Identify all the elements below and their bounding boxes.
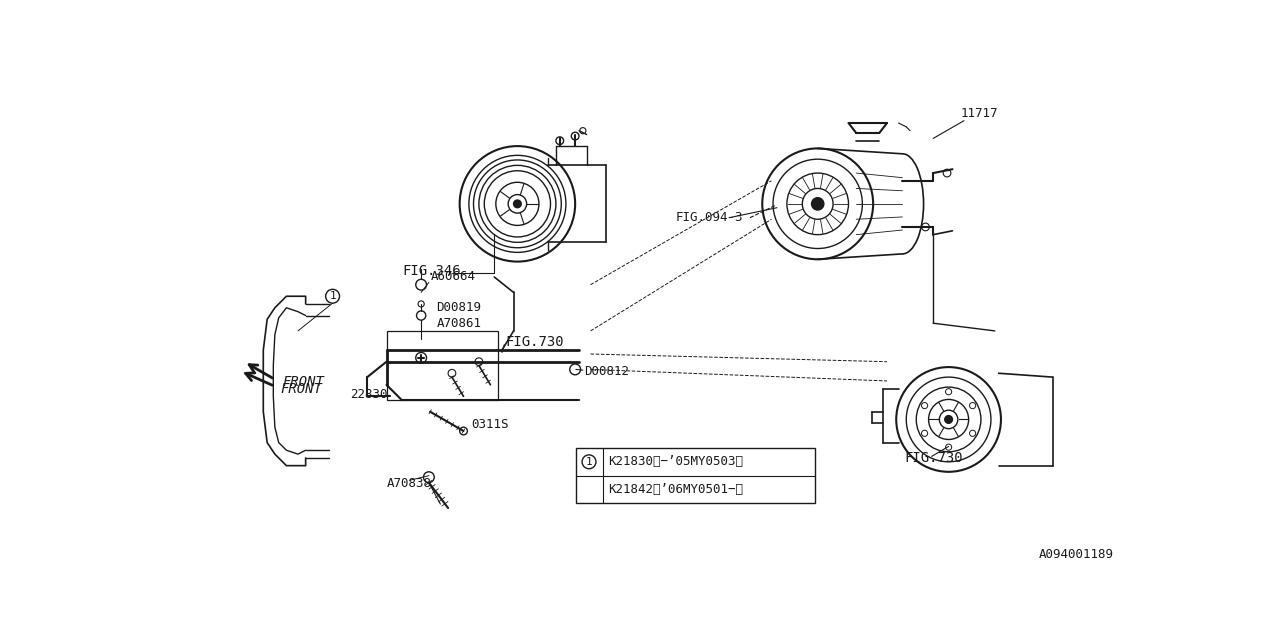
Text: K21830（−’05MY0503）: K21830（−’05MY0503）: [608, 455, 744, 468]
Text: 0311S: 0311S: [471, 419, 508, 431]
Text: FRONT: FRONT: [280, 381, 323, 396]
Circle shape: [812, 198, 824, 210]
Text: A70861: A70861: [436, 317, 481, 330]
Text: 1: 1: [586, 457, 593, 467]
Text: FIG.730: FIG.730: [905, 451, 964, 465]
Text: 11717: 11717: [960, 108, 997, 120]
Text: FRONT: FRONT: [283, 375, 324, 388]
Text: A70838: A70838: [387, 477, 431, 490]
Text: 22830: 22830: [351, 388, 388, 401]
Circle shape: [513, 200, 521, 208]
Circle shape: [945, 415, 952, 423]
Text: A60664: A60664: [430, 271, 475, 284]
Text: D00819: D00819: [436, 301, 481, 314]
Text: D00812: D00812: [585, 365, 630, 378]
Bar: [576, 448, 814, 504]
Bar: [387, 331, 498, 400]
Text: FIG.094-3: FIG.094-3: [676, 211, 744, 224]
Text: FIG.346: FIG.346: [402, 264, 461, 278]
Text: 1: 1: [329, 291, 335, 301]
Text: K21842（’06MY0501−）: K21842（’06MY0501−）: [608, 483, 744, 496]
Text: A094001189: A094001189: [1039, 548, 1114, 561]
Text: FIG.730: FIG.730: [506, 335, 564, 349]
